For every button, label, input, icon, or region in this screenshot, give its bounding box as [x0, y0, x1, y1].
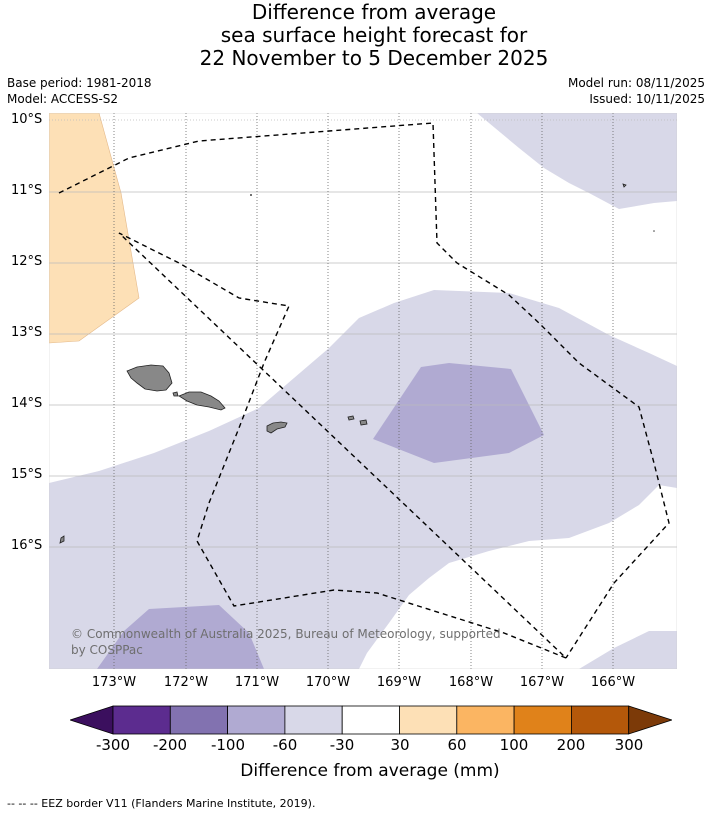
base-period: Base period: 1981-2018 [7, 76, 152, 90]
lon-label-170w: 170°W [305, 675, 351, 690]
tutuila-island [266, 421, 288, 434]
sea-surface-height-map [49, 113, 677, 669]
colorbar-bin-3 [227, 705, 286, 735]
colorbar [70, 705, 672, 735]
title-line-1: Difference from average [251, 0, 497, 24]
lat-label-11s: 11°S [11, 183, 43, 198]
colorbar-extend-low [70, 705, 114, 735]
anomaly-region-mid-purple-center [373, 363, 544, 463]
lat-label-16s: 16°S [11, 538, 43, 553]
colorbar-bin-9 [570, 705, 630, 735]
lat-label-12s: 12°S [11, 254, 43, 269]
tau-islet [359, 419, 368, 426]
issued-date: Issued: 10/11/2025 [589, 92, 705, 106]
meta-right: Model run: 08/11/2025 Issued: 10/11/2025 [568, 75, 705, 107]
cb-tick-0: -300 [95, 736, 131, 754]
colorbar-bin-5 [341, 705, 400, 735]
small-islet-east [653, 230, 655, 232]
lat-label-13s: 13°S [11, 325, 43, 340]
chart-title: Difference from average sea surface heig… [0, 1, 713, 70]
lon-label-169w: 169°W [376, 675, 422, 690]
anomaly-region-mid-purple-bottom [97, 605, 264, 669]
lon-label-167w: 167°W [519, 675, 565, 690]
swains-islet [59, 535, 65, 544]
eez-legend-footer: -- -- -- EEZ border V11 (Flanders Marine… [7, 797, 316, 810]
colorbar-bin-7 [456, 705, 515, 735]
anomaly-region-pale-orange [49, 113, 140, 344]
lon-label-168w: 168°W [448, 675, 494, 690]
model-name: Model: ACCESS-S2 [7, 92, 119, 106]
colorbar-bin-4 [284, 705, 343, 735]
eez-border-samoa [58, 122, 670, 659]
cb-tick-3: -60 [272, 736, 298, 754]
colorbar-bin-2 [169, 705, 229, 735]
anomaly-region-pale-purple-corner [579, 631, 677, 669]
anomaly-region-white [359, 485, 677, 669]
cb-tick-7: 100 [499, 736, 529, 754]
cb-tick-2: -100 [210, 736, 246, 754]
lon-label-173w: 173°W [91, 675, 137, 690]
cb-tick-1: -200 [152, 736, 188, 754]
lon-label-171w: 171°W [234, 675, 280, 690]
cb-tick-6: 60 [447, 736, 467, 754]
cb-tick-8: 200 [556, 736, 586, 754]
lon-label-172w: 172°W [163, 675, 209, 690]
cb-tick-9: 300 [614, 736, 644, 754]
colorbar-bin-1 [112, 705, 171, 735]
cb-tick-4: -30 [329, 736, 355, 754]
colorbar-bin-8 [513, 705, 572, 735]
lat-label-14s: 14°S [11, 396, 43, 411]
colorbar-extend-high [628, 705, 672, 735]
title-line-3: 22 November to 5 December 2025 [199, 46, 549, 70]
upolu-island [178, 391, 226, 411]
copyright-notice: © Commonwealth of Australia 2025, Bureau… [71, 627, 501, 657]
title-line-2: sea surface height forecast for [220, 23, 528, 47]
meta-left: Base period: 1981-2018 Model: ACCESS-S2 [7, 75, 152, 107]
lon-label-166w: 166°W [590, 675, 636, 690]
lat-label-15s: 15°S [11, 467, 43, 482]
small-atoll-northeast [622, 183, 627, 188]
colorbar-label: Difference from average (mm) [240, 761, 500, 781]
latitude-gridlines [49, 119, 677, 548]
model-run: Model run: 08/11/2025 [567, 76, 705, 90]
lat-label-10s: 10°S [11, 112, 43, 127]
savaii-island [126, 364, 173, 392]
cb-tick-5: 30 [390, 736, 410, 754]
manono-islet [172, 391, 179, 397]
ofu-olosega-islet [347, 415, 355, 421]
anomaly-region-pale-purple-top [477, 113, 677, 209]
small-islet-north [250, 194, 252, 196]
colorbar-bin-6 [399, 705, 458, 735]
